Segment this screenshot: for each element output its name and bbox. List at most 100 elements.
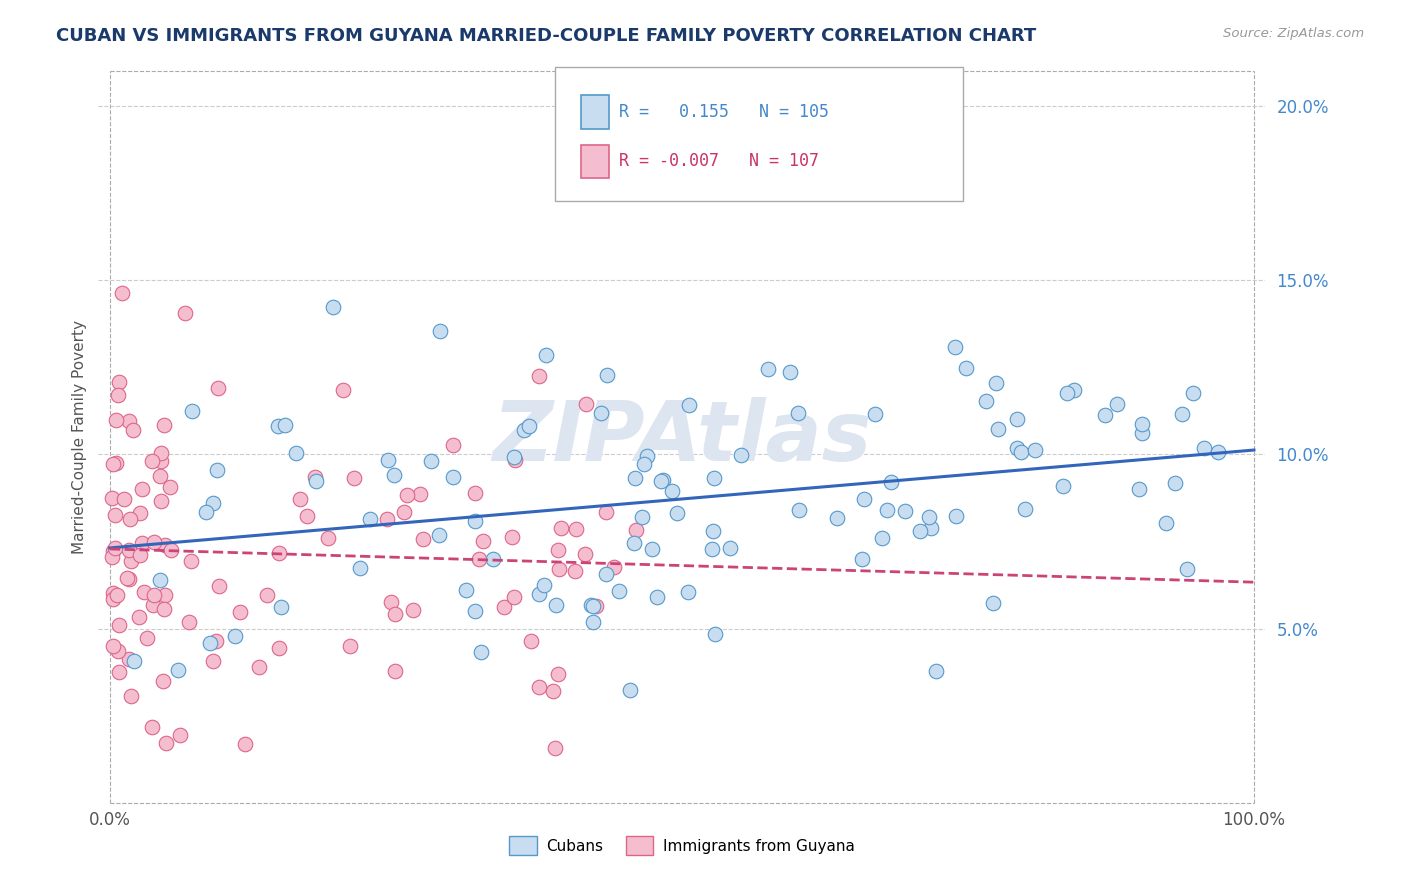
Point: [1052, 479, 1074, 493]
Point: [624, 523, 647, 537]
Point: [550, 521, 572, 535]
Point: [101, 543, 124, 558]
Point: [152, 673, 174, 688]
Point: [412, 533, 434, 547]
Point: [527, 368, 550, 383]
Point: [1010, 444, 1032, 458]
Point: [730, 448, 752, 462]
Point: [149, 573, 172, 587]
Point: [623, 536, 645, 550]
Point: [142, 588, 165, 602]
Point: [402, 603, 425, 617]
Point: [676, 585, 699, 599]
Point: [332, 383, 354, 397]
Point: [229, 605, 252, 619]
Point: [661, 483, 683, 498]
Point: [105, 456, 128, 470]
Text: Source: ZipAtlas.com: Source: ZipAtlas.com: [1223, 27, 1364, 40]
Point: [149, 494, 172, 508]
Point: [974, 393, 997, 408]
Point: [233, 737, 256, 751]
Point: [155, 538, 177, 552]
Point: [409, 487, 432, 501]
Point: [128, 548, 150, 562]
Point: [920, 521, 942, 535]
Point: [1014, 502, 1036, 516]
Point: [585, 599, 607, 613]
Point: [503, 590, 526, 604]
Point: [118, 651, 141, 665]
Point: [201, 496, 224, 510]
Point: [527, 587, 550, 601]
Point: [207, 578, 229, 592]
Point: [1063, 383, 1085, 397]
Point: [852, 491, 875, 506]
Point: [1175, 562, 1198, 576]
Point: [918, 509, 941, 524]
Point: [1130, 417, 1153, 431]
Point: [295, 509, 318, 524]
Point: [1192, 441, 1215, 455]
Point: [169, 728, 191, 742]
Point: [101, 491, 124, 505]
Y-axis label: Married-Couple Family Poverty: Married-Couple Family Poverty: [72, 320, 87, 554]
Point: [472, 533, 495, 548]
Point: [492, 600, 515, 615]
Point: [456, 583, 478, 598]
Point: [349, 561, 371, 575]
Point: [124, 654, 146, 668]
Point: [429, 324, 451, 338]
Point: [115, 571, 138, 585]
Point: [517, 418, 540, 433]
Point: [141, 720, 163, 734]
Point: [204, 634, 226, 648]
Point: [481, 552, 503, 566]
Point: [104, 541, 127, 555]
Point: [267, 418, 290, 433]
Point: [118, 572, 141, 586]
Point: [870, 531, 893, 545]
Point: [396, 488, 419, 502]
Point: [152, 601, 174, 615]
Point: [595, 506, 617, 520]
Point: [316, 532, 339, 546]
Point: [596, 368, 619, 382]
Point: [756, 361, 779, 376]
Point: [112, 491, 135, 506]
Point: [624, 471, 647, 485]
Point: [787, 406, 810, 420]
Point: [174, 306, 197, 320]
Point: [544, 598, 567, 612]
Point: [179, 615, 201, 629]
Point: [273, 417, 295, 432]
Point: [267, 640, 290, 655]
Point: [678, 398, 700, 412]
Point: [141, 454, 163, 468]
Point: [633, 457, 655, 471]
Point: [377, 452, 399, 467]
Point: [120, 554, 142, 568]
Point: [1107, 397, 1129, 411]
Point: [256, 588, 278, 602]
Point: [547, 542, 569, 557]
Point: [180, 553, 202, 567]
Point: [651, 473, 673, 487]
Point: [595, 566, 617, 581]
Point: [322, 300, 344, 314]
Point: [702, 542, 724, 557]
Point: [247, 660, 270, 674]
Point: [582, 599, 605, 613]
Point: [142, 599, 165, 613]
Point: [943, 340, 966, 354]
Point: [392, 505, 415, 519]
Text: R =   0.155   N = 105: R = 0.155 N = 105: [619, 103, 828, 121]
Point: [108, 375, 131, 389]
Point: [718, 541, 741, 555]
Point: [382, 468, 405, 483]
Point: [541, 684, 564, 698]
Point: [501, 530, 523, 544]
Point: [520, 633, 543, 648]
Point: [631, 510, 654, 524]
Point: [131, 536, 153, 550]
Point: [101, 549, 124, 564]
